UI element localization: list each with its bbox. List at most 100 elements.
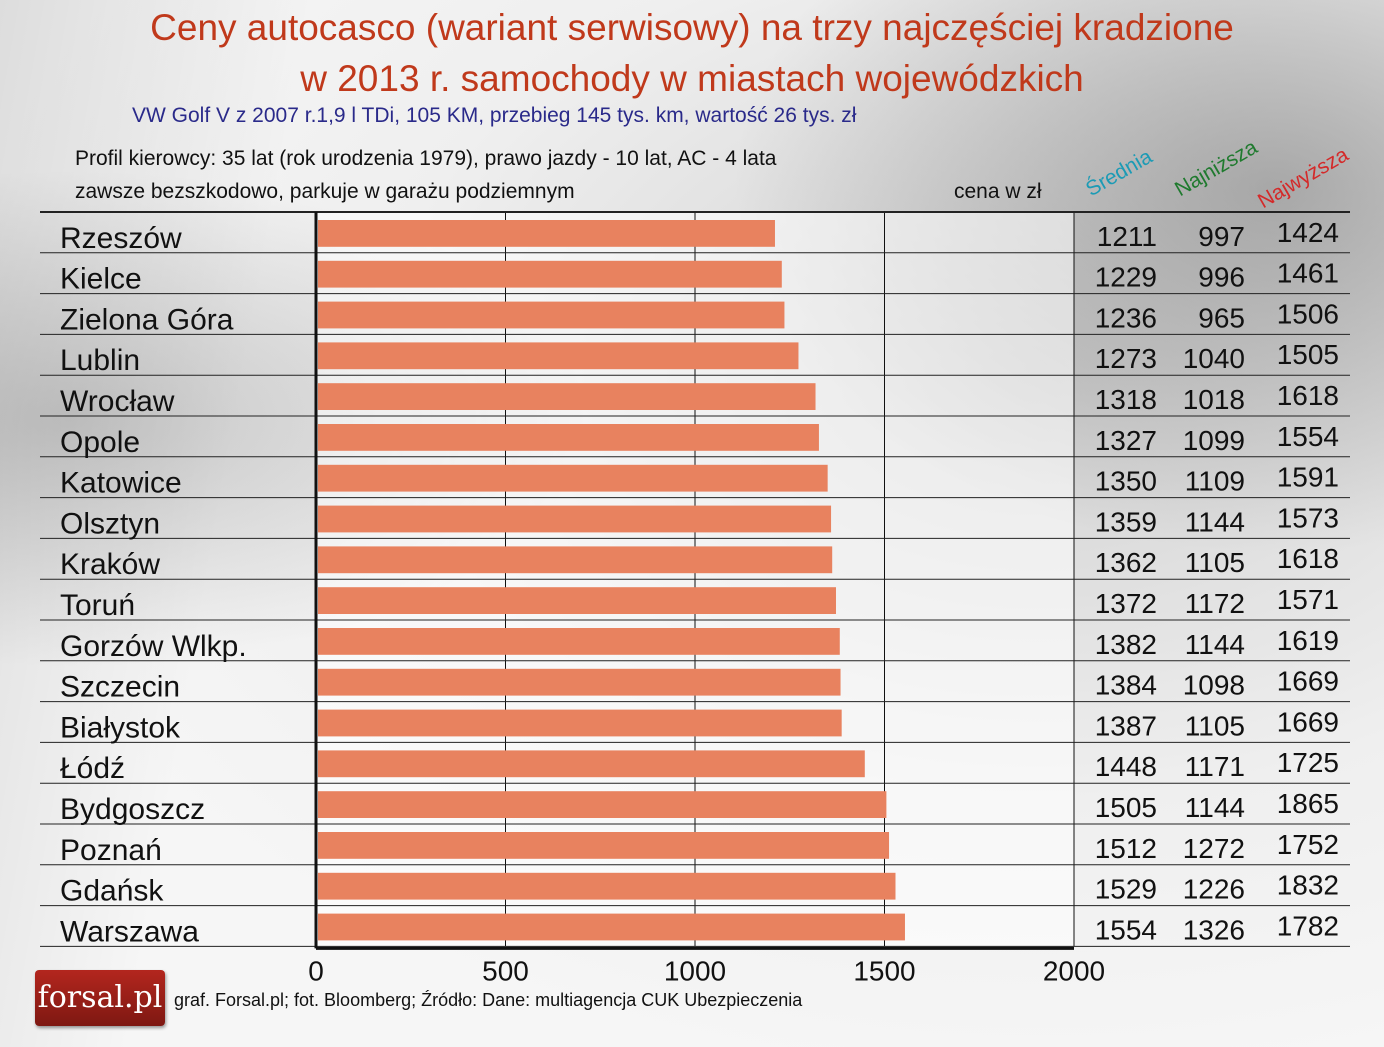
highest-value: 1571 [1277, 584, 1339, 615]
bar [318, 505, 832, 533]
average-value: 1211 [1097, 221, 1157, 252]
bar [318, 750, 865, 778]
average-value: 1273 [1095, 343, 1157, 374]
bar [318, 546, 833, 574]
bar [318, 709, 842, 737]
city-label: Toruń [60, 589, 135, 622]
bar [318, 342, 799, 370]
lowest-value: 1040 [1183, 343, 1245, 374]
lowest-value: 1144 [1185, 506, 1245, 537]
city-label: Rzeszów [60, 222, 182, 255]
highest-value: 1424 [1277, 217, 1339, 248]
lowest-value: 1144 [1185, 629, 1245, 660]
lowest-value: 965 [1198, 302, 1245, 333]
unit-label: cena w zł [954, 180, 1042, 203]
x-tick-label: 1000 [664, 955, 726, 986]
highest-value: 1752 [1277, 829, 1339, 860]
lowest-value: 1272 [1183, 833, 1245, 864]
bar [318, 791, 887, 818]
highest-value: 1619 [1277, 625, 1339, 656]
lowest-value: 1109 [1185, 466, 1245, 497]
average-value: 1382 [1095, 629, 1157, 660]
highest-value: 1832 [1277, 870, 1339, 901]
city-label: Wrocław [60, 385, 175, 418]
driver-profile-line2: zawsze bezszkodowo, parkuje w garażu pod… [75, 180, 575, 203]
lowest-value: 1105 [1185, 710, 1245, 741]
average-value: 1236 [1095, 302, 1157, 333]
lowest-value: 1171 [1185, 751, 1245, 782]
highest-value: 1506 [1277, 298, 1339, 329]
average-value: 1384 [1095, 670, 1157, 701]
average-value: 1327 [1095, 425, 1157, 456]
lowest-value: 1098 [1183, 670, 1245, 701]
lowest-value: 1105 [1185, 547, 1245, 578]
highest-value: 1669 [1277, 706, 1339, 737]
city-label: Poznań [60, 834, 162, 867]
highest-value: 1573 [1277, 502, 1339, 533]
forsal-logo: forsal.pl [35, 970, 165, 1026]
lowest-value: 996 [1198, 262, 1245, 293]
average-value: 1318 [1095, 384, 1157, 415]
bar [318, 260, 782, 288]
lowest-value: 997 [1198, 221, 1245, 252]
lowest-value: 1326 [1183, 914, 1245, 945]
bar [318, 424, 819, 451]
highest-value: 1591 [1277, 462, 1339, 493]
bar [318, 628, 840, 655]
bar [318, 832, 890, 859]
average-value: 1372 [1095, 588, 1157, 619]
average-value: 1359 [1095, 506, 1157, 537]
bar [318, 872, 896, 900]
bar [318, 668, 841, 696]
lowest-value: 1018 [1183, 384, 1245, 415]
city-label: Gdańsk [60, 875, 164, 908]
chart-subtitle: VW Golf V z 2007 r.1,9 l TDi, 105 KM, pr… [132, 104, 857, 127]
average-value: 1554 [1095, 914, 1157, 945]
highest-value: 1461 [1277, 258, 1339, 289]
x-tick-label: 2000 [1043, 955, 1105, 986]
average-value: 1362 [1095, 547, 1157, 578]
city-label: Bydgoszcz [60, 793, 205, 826]
average-value: 1350 [1095, 466, 1157, 497]
highest-value: 1505 [1277, 339, 1339, 370]
highest-value: 1618 [1277, 380, 1339, 411]
city-label: Białystok [60, 711, 181, 744]
average-value: 1229 [1095, 262, 1157, 293]
lowest-value: 1099 [1183, 425, 1245, 456]
x-tick-label: 0 [308, 955, 324, 986]
bar [318, 587, 836, 614]
bar [318, 383, 816, 410]
bar [318, 301, 785, 329]
bar [318, 913, 905, 941]
city-label: Kielce [60, 263, 142, 296]
chart-title-line1: Ceny autocasco (wariant serwisowy) na tr… [150, 7, 1234, 48]
city-label: Zielona Góra [60, 303, 234, 336]
city-label: Kraków [60, 548, 160, 581]
highest-value: 1725 [1277, 747, 1339, 778]
city-label: Opole [60, 426, 140, 459]
highest-value: 1782 [1277, 910, 1339, 941]
chart-title-line2: w 2013 r. samochody w miastach wojewódzk… [300, 58, 1084, 99]
source-footer: graf. Forsal.pl; fot. Bloomberg; Źródło:… [174, 990, 803, 1010]
lowest-value: 1144 [1185, 792, 1245, 823]
lowest-value: 1172 [1185, 588, 1245, 619]
city-label: Warszawa [60, 915, 199, 948]
highest-value: 1618 [1277, 543, 1339, 574]
average-value: 1512 [1095, 833, 1157, 864]
highest-value: 1865 [1277, 788, 1339, 819]
highest-value: 1669 [1277, 666, 1339, 697]
driver-profile-line1: Profil kierowcy: 35 lat (rok urodzenia 1… [75, 147, 777, 170]
lowest-value: 1226 [1183, 874, 1245, 905]
city-label: Katowice [60, 467, 182, 500]
bar [318, 220, 775, 247]
average-value: 1387 [1095, 710, 1157, 741]
bar [318, 464, 828, 492]
x-tick-label: 1500 [853, 955, 915, 986]
average-value: 1448 [1095, 751, 1157, 782]
average-value: 1505 [1095, 792, 1157, 823]
city-label: Lublin [60, 344, 140, 377]
city-label: Łódź [60, 752, 125, 785]
x-tick-label: 500 [482, 955, 529, 986]
city-label: Szczecin [60, 671, 180, 704]
